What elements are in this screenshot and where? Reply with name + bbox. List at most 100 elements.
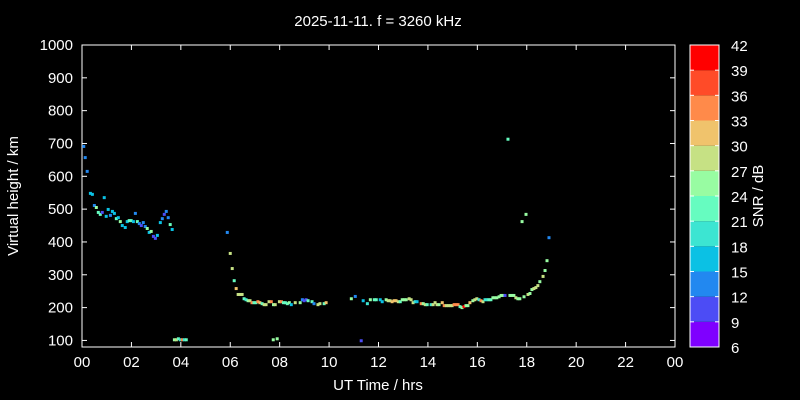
data-point [543, 269, 547, 273]
data-point [258, 301, 262, 305]
data-point [419, 302, 423, 306]
data-point [491, 296, 495, 300]
data-point [322, 302, 326, 306]
y-tick-label: 300 [48, 267, 73, 284]
data-point [497, 295, 501, 299]
data-point [184, 338, 188, 342]
data-point [149, 229, 153, 233]
data-point [271, 303, 275, 307]
data-point [361, 299, 365, 303]
data-point [421, 302, 425, 306]
data-point [316, 303, 320, 307]
y-tick-label: 200 [48, 300, 73, 317]
data-point [225, 230, 229, 234]
data-point [477, 298, 481, 302]
x-tick-label: 04 [172, 354, 189, 371]
data-point [466, 304, 470, 308]
data-point [372, 298, 376, 302]
data-point [147, 230, 151, 234]
colorbar-bin [690, 170, 719, 196]
data-point [306, 299, 310, 303]
data-point [499, 293, 503, 297]
data-point [246, 299, 250, 303]
data-point [248, 299, 252, 303]
data-point [271, 338, 275, 342]
data-point [269, 300, 273, 304]
data-point [444, 304, 448, 308]
x-tick-label: 20 [568, 354, 585, 371]
data-point [454, 303, 458, 307]
data-point [520, 220, 524, 224]
data-point [390, 300, 394, 304]
data-point [262, 303, 266, 307]
data-point [155, 233, 159, 237]
data-point [462, 305, 466, 309]
data-point [176, 337, 180, 341]
data-point [464, 304, 468, 308]
data-point [118, 220, 122, 224]
x-tick-label: 10 [321, 354, 338, 371]
data-point [104, 214, 108, 218]
data-point [423, 303, 427, 307]
data-point [312, 302, 316, 306]
colorbar-bin [690, 296, 719, 322]
data-point [526, 292, 530, 296]
data-point [277, 300, 281, 304]
data-point [94, 205, 98, 209]
colorbar-bin [690, 95, 719, 121]
data-point [514, 296, 518, 300]
data-point [433, 301, 437, 305]
x-axis-label: UT Time / hrs [333, 377, 423, 394]
data-point [522, 295, 526, 299]
colorbar-bin [690, 70, 719, 96]
x-tick-label: 00 [74, 354, 91, 371]
y-tick-label: 500 [48, 201, 73, 218]
data-point [127, 219, 131, 223]
data-point [260, 302, 264, 306]
data-point [458, 305, 462, 309]
data-point [232, 279, 236, 283]
x-tick-label: 06 [222, 354, 239, 371]
colorbar-bin [690, 145, 719, 171]
data-point [129, 219, 133, 223]
data-point [273, 303, 277, 307]
data-point [141, 221, 145, 225]
colorbar-tick-label: 6 [731, 340, 739, 357]
data-point [168, 223, 172, 227]
data-point [236, 292, 240, 296]
data-point [100, 210, 104, 214]
data-point [398, 300, 402, 304]
x-tick-label: 14 [420, 354, 437, 371]
data-point [153, 236, 157, 240]
data-point [501, 293, 505, 297]
data-point [250, 301, 254, 305]
chart-title: 2025-11-11. f = 3260 kHz [294, 13, 461, 30]
colorbar-bin [690, 321, 719, 347]
data-point [123, 226, 127, 230]
data-point [493, 296, 497, 300]
plot-frame [81, 44, 676, 348]
data-point [228, 251, 232, 255]
data-point [116, 216, 120, 220]
data-point [244, 298, 248, 302]
colorbar-bin [690, 271, 719, 297]
data-point [106, 207, 110, 211]
data-point [90, 192, 94, 196]
data-point [440, 301, 444, 305]
data-point [536, 284, 540, 288]
data-point [293, 301, 297, 305]
data-point [392, 299, 396, 303]
data-point [528, 291, 532, 295]
data-point [547, 236, 551, 240]
data-point [415, 300, 419, 304]
data-point [300, 298, 304, 302]
y-axis: 100 200 300 400 500 600 700 800 900 1000 [40, 37, 675, 349]
data-point [264, 303, 268, 307]
x-tick-label: 08 [271, 354, 288, 371]
colorbar-tick-label: 33 [731, 114, 748, 131]
y-tick-label: 400 [48, 234, 73, 251]
colorbar-bin [690, 221, 719, 247]
data-point [530, 288, 534, 292]
data-point [135, 220, 139, 224]
data-point [283, 301, 287, 305]
